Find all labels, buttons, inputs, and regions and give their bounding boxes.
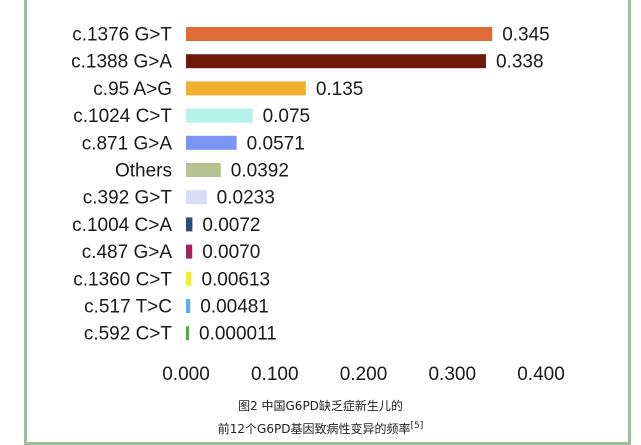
data-label: 0.000011 (199, 324, 277, 345)
category-label: c.1004 C>A (72, 215, 172, 236)
bar (186, 244, 193, 259)
category-label: c.95 A>G (93, 79, 172, 100)
bar (186, 81, 306, 96)
category-label: c.592 C>T (84, 324, 173, 345)
category-label: c.1360 C>T (73, 269, 172, 290)
x-tick-label: 0.400 (517, 364, 565, 385)
frame-bottom-border (24, 442, 631, 445)
data-label: 0.338 (496, 52, 544, 73)
frame-right-border (628, 0, 631, 445)
data-label: 0.00481 (200, 297, 269, 318)
data-label: 0.0070 (202, 242, 260, 263)
bar (186, 108, 253, 123)
category-label: c.871 G>A (82, 133, 173, 154)
category-label: c.1024 C>T (73, 106, 172, 127)
bar-chart: c.1376 G>T 0.345 c.1388 G>A 0.338 c.95 A>G 0.… (71, 25, 565, 386)
bar (186, 54, 486, 69)
caption-reference: [5] (410, 421, 424, 431)
category-label: c.517 T>C (84, 297, 172, 318)
category-label: c.1388 G>A (71, 52, 172, 73)
category-label: c.487 G>A (82, 242, 173, 263)
data-label: 0.00613 (201, 269, 270, 290)
caption-line-1: 图2 中国G6PD缺乏症新生儿的 (238, 399, 403, 413)
x-tick-label: 0.000 (162, 364, 210, 385)
data-label: 0.135 (316, 79, 364, 100)
bar (186, 163, 221, 177)
data-label: 0.0392 (231, 161, 289, 182)
data-label: 0.0072 (202, 215, 260, 236)
data-label: 0.0571 (247, 133, 305, 154)
category-label: Others (115, 161, 172, 182)
data-label: 0.345 (502, 25, 550, 46)
data-label: 0.0233 (217, 188, 275, 209)
bar (186, 271, 192, 286)
category-label: c.1376 G>T (72, 25, 172, 46)
frame-left-border (24, 0, 27, 445)
x-tick-label: 0.300 (428, 364, 476, 385)
bar (186, 27, 493, 41)
bar (186, 326, 189, 341)
x-tick-label: 0.100 (251, 364, 299, 385)
x-tick-label: 0.200 (340, 364, 388, 385)
bar (186, 217, 193, 232)
caption-line-2-text: 前12个G6PD基因致病性变异的频率 (217, 422, 411, 436)
category-label: c.392 G>T (83, 188, 173, 209)
caption-line-2: 前12个G6PD基因致病性变异的频率[5] (0, 420, 641, 437)
data-label: 0.075 (263, 106, 311, 127)
bar (186, 190, 207, 205)
bar (186, 299, 191, 313)
bar (186, 135, 237, 150)
